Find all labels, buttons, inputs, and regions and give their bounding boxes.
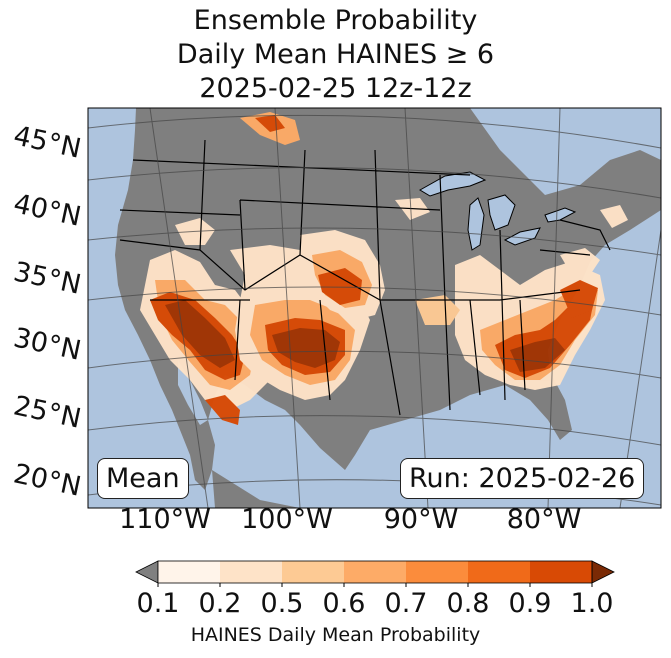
colorbar-cell: [282, 561, 345, 583]
title-line-1: Ensemble Probability: [193, 5, 478, 36]
title-line-2: Daily Mean HAINES ≥ 6: [176, 39, 495, 70]
colorbar-cell: [344, 561, 407, 583]
colorbar-tick-label: 0.2: [198, 588, 242, 619]
colorbar-tick-label: 0.7: [384, 588, 428, 619]
colorbar-cell: [406, 561, 469, 583]
lon-label-90: 90°W: [383, 504, 459, 535]
probability-shading: [140, 112, 628, 425]
lon-label-100: 100°W: [241, 504, 333, 535]
colorbar-tick-label: 0.6: [322, 588, 366, 619]
great-lakes: [419, 171, 577, 251]
colorbar-cell: [530, 561, 593, 583]
colorbar-under-arrow: [135, 560, 159, 584]
colorbar-cell: [158, 561, 221, 583]
colorbar-cell: [220, 561, 283, 583]
stat-box: Mean: [97, 458, 189, 499]
title-line-3: 2025-02-25 12z-12z: [199, 73, 472, 104]
colorbar-label: HAINES Daily Mean Probability: [190, 624, 481, 646]
run-box: Run: 2025-02-26: [400, 458, 645, 499]
lon-label-110: 110°W: [119, 504, 211, 535]
colorbar-tick-label: 0.9: [508, 588, 552, 619]
colorbar-tick-label: 0.5: [260, 588, 304, 619]
colorbar-tick-label: 0.8: [446, 588, 490, 619]
colorbar-cell: [468, 561, 531, 583]
colorbar-tick-label: 1.0: [570, 588, 614, 619]
colorbar-over-arrow: [591, 560, 615, 584]
colorbar-tick-label: 0.1: [136, 588, 180, 619]
colorbar: [135, 560, 615, 587]
lon-label-80: 80°W: [506, 504, 582, 535]
